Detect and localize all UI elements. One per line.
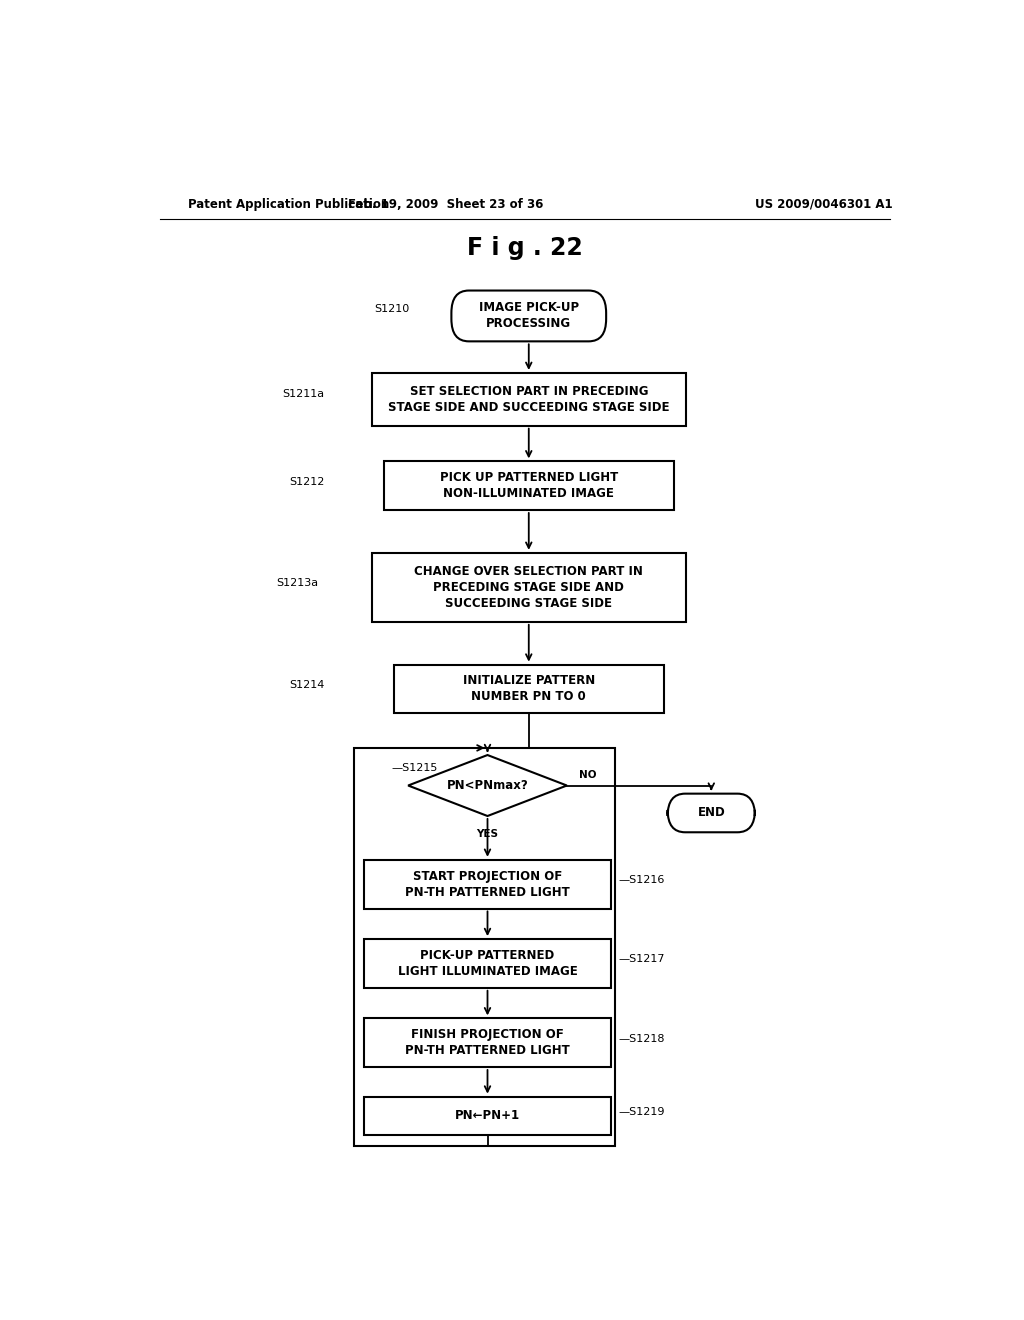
Text: S1214: S1214 (290, 680, 325, 690)
Text: S1213a: S1213a (276, 578, 318, 589)
Bar (365, 859, 610, 908)
Bar (365, 939, 610, 987)
Text: PN←PN+1: PN←PN+1 (455, 1109, 520, 1122)
Bar (365, 1018, 610, 1067)
Text: END: END (697, 807, 725, 820)
Text: Patent Application Publication: Patent Application Publication (187, 198, 389, 211)
Text: —S1217: —S1217 (618, 954, 665, 965)
Text: PICK UP PATTERNED LIGHT
NON-ILLUMINATED IMAGE: PICK UP PATTERNED LIGHT NON-ILLUMINATED … (439, 471, 617, 500)
Text: IMAGE PICK-UP
PROCESSING: IMAGE PICK-UP PROCESSING (478, 301, 579, 330)
Text: —S1219: —S1219 (618, 1106, 665, 1117)
Text: S1212: S1212 (290, 477, 325, 487)
Text: INITIALIZE PATTERN
NUMBER PN TO 0: INITIALIZE PATTERN NUMBER PN TO 0 (463, 675, 595, 704)
Text: FINISH PROJECTION OF
PN-TH PATTERNED LIGHT: FINISH PROJECTION OF PN-TH PATTERNED LIG… (406, 1028, 570, 1057)
Text: S1210: S1210 (375, 304, 410, 314)
Text: —S1215: —S1215 (391, 763, 438, 774)
Text: NO: NO (579, 771, 596, 780)
FancyBboxPatch shape (668, 793, 755, 833)
Bar (384, 461, 674, 510)
Bar (372, 553, 685, 622)
Text: S1211a: S1211a (283, 389, 325, 399)
Bar (372, 372, 685, 426)
Bar (394, 664, 664, 713)
Text: CHANGE OVER SELECTION PART IN
PRECEDING STAGE SIDE AND
SUCCEEDING STAGE SIDE: CHANGE OVER SELECTION PART IN PRECEDING … (415, 565, 643, 610)
Text: PICK-UP PATTERNED
LIGHT ILLUMINATED IMAGE: PICK-UP PATTERNED LIGHT ILLUMINATED IMAG… (397, 949, 578, 978)
Text: —S1216: —S1216 (618, 875, 665, 884)
Bar (354, 748, 615, 1146)
Text: F i g . 22: F i g . 22 (467, 236, 583, 260)
Text: SET SELECTION PART IN PRECEDING
STAGE SIDE AND SUCCEEDING STAGE SIDE: SET SELECTION PART IN PRECEDING STAGE SI… (388, 385, 670, 413)
Text: US 2009/0046301 A1: US 2009/0046301 A1 (755, 198, 893, 211)
Polygon shape (409, 755, 567, 816)
Text: —S1218: —S1218 (618, 1034, 665, 1044)
Text: PN<PNmax?: PN<PNmax? (446, 779, 528, 792)
Bar (365, 1097, 610, 1135)
Text: Feb. 19, 2009  Sheet 23 of 36: Feb. 19, 2009 Sheet 23 of 36 (348, 198, 543, 211)
FancyBboxPatch shape (452, 290, 606, 342)
Text: YES: YES (476, 829, 499, 840)
Text: START PROJECTION OF
PN-TH PATTERNED LIGHT: START PROJECTION OF PN-TH PATTERNED LIGH… (406, 870, 570, 899)
